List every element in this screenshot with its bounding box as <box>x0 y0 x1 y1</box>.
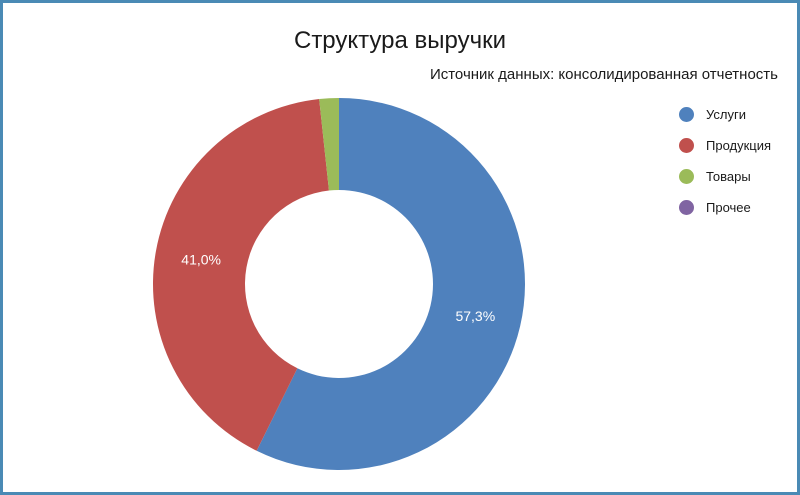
legend-item-2[interactable]: Продукция <box>679 130 771 161</box>
legend-item-4[interactable]: Прочее <box>679 192 771 223</box>
slice-1 <box>256 98 525 470</box>
slice-3 <box>319 98 339 191</box>
legend-item-3[interactable]: Товары <box>679 161 771 192</box>
legend-label: Прочее <box>706 200 751 215</box>
chart-legend: Услуги Продукция Товары Прочее <box>679 99 771 223</box>
legend-swatch-icon <box>679 107 694 122</box>
legend-item-1[interactable]: Услуги <box>679 99 771 130</box>
legend-swatch-icon <box>679 138 694 153</box>
donut-chart: 57,3% 41,0% <box>152 98 525 470</box>
data-label-2: 41,0% <box>181 251 221 267</box>
legend-swatch-icon <box>679 200 694 215</box>
legend-label: Товары <box>706 169 751 184</box>
slice-2 <box>152 99 329 451</box>
donut-data-labels: 57,3% 41,0% <box>181 251 495 323</box>
chart-title: Структура выручки <box>293 27 506 54</box>
chart-subtitle: Источник данных: консолидированная отчет… <box>429 66 778 83</box>
legend-swatch-icon <box>679 169 694 184</box>
legend-label: Продукция <box>706 138 772 153</box>
legend-label: Услуги <box>706 107 746 122</box>
data-label-1: 57,3% <box>455 308 495 324</box>
donut-slices <box>152 98 525 470</box>
